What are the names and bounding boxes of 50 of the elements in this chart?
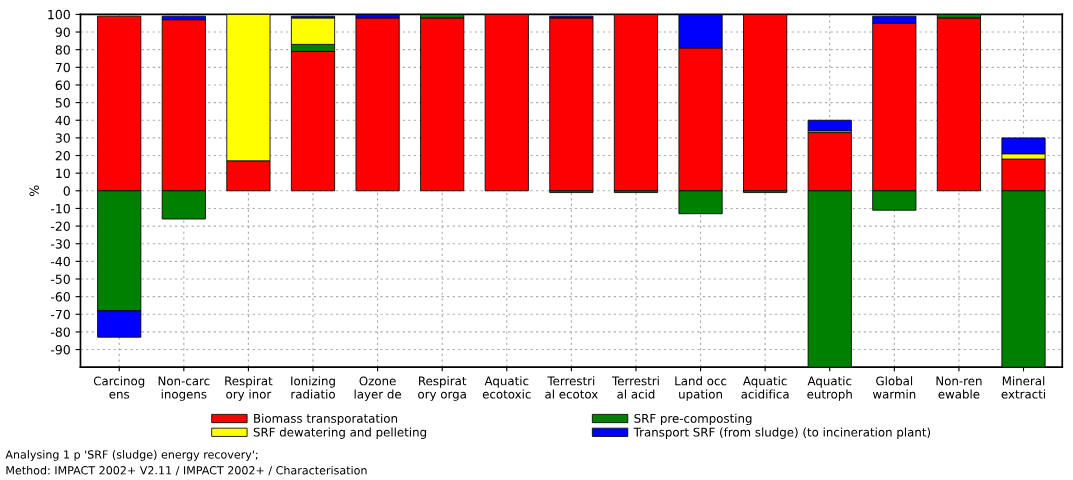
- bar: [936, 17, 981, 192]
- bar: [420, 17, 465, 192]
- y-tick-label: -40: [50, 256, 70, 267]
- bar: [355, 17, 400, 192]
- legend-label: SRF dewatering and pelleting: [253, 427, 426, 439]
- x-tick-label: Terrestri al acid: [611, 376, 659, 399]
- y-tick-label: -60: [50, 292, 70, 302]
- y-tick-label: 90: [55, 27, 70, 37]
- x-tick-label: Carcinog ens: [93, 376, 145, 399]
- y-tick-label: -20: [50, 221, 70, 232]
- x-tick-label: Aquatic eutroph: [807, 376, 852, 401]
- x-tick-label: Ionizing radiatio: [291, 376, 335, 399]
- y-tick-label: -80: [50, 327, 70, 337]
- y-tick-label: 50: [55, 98, 70, 108]
- y-tick-label: -10: [50, 203, 70, 214]
- y-tick-label: -90: [50, 345, 70, 355]
- y-tick-label: 20: [55, 150, 70, 161]
- bar: [613, 14, 659, 192]
- x-tick-label: Non-carc inogens: [158, 376, 210, 401]
- x-tick-label: Terrestri al ecotox: [545, 376, 598, 399]
- text: Method: IMPACT 2002+ V2.11 / IMPACT 2002+ / Characterisation: [6, 465, 367, 476]
- bar: [743, 14, 788, 192]
- x-tick-label: Aquatic acidifica: [741, 376, 789, 399]
- y-axis-title: %: [29, 185, 39, 197]
- y-tick-label: -30: [50, 239, 70, 249]
- legend-label: Biomass transporatation: [254, 413, 398, 426]
- bar: [484, 14, 529, 192]
- legend-label: Transport SRF (from sludge) (to incineration plant): [633, 427, 931, 439]
- x-tick-label: Non-ren ewable: [936, 376, 982, 399]
- x-tick-label: Respirat ory orga: [418, 376, 467, 401]
- x-tick-label: Aquatic ecotoxic: [482, 376, 531, 399]
- text: Analysing 1 p 'SRF (sludge) energy recovery';: [5, 450, 258, 461]
- y-tick-label: 30: [55, 133, 70, 143]
- x-tick-label: Respirat ory inor: [225, 376, 273, 401]
- y-tick-label: -70: [50, 309, 70, 320]
- x-tick-label: Mineral extracti: [1001, 376, 1045, 399]
- bar: [807, 119, 852, 132]
- x-tick-label: Land occ upation: [675, 376, 727, 401]
- x-tick-label: Global warmin: [872, 376, 916, 399]
- y-tick-label: -50: [50, 274, 70, 284]
- y-tick-label: 40: [55, 115, 70, 126]
- legend-label: SRF pre-composting: [634, 413, 752, 426]
- y-tick-label: 70: [55, 62, 70, 73]
- x-tick-label: Ozone layer de: [354, 376, 402, 401]
- y-tick-label: 80: [55, 45, 70, 55]
- bar: [549, 17, 594, 192]
- y-tick-label: 0: [63, 186, 70, 196]
- y-tick-label: 100: [48, 9, 70, 20]
- y-tick-label: 10: [56, 168, 70, 179]
- y-tick-label: 60: [55, 80, 70, 90]
